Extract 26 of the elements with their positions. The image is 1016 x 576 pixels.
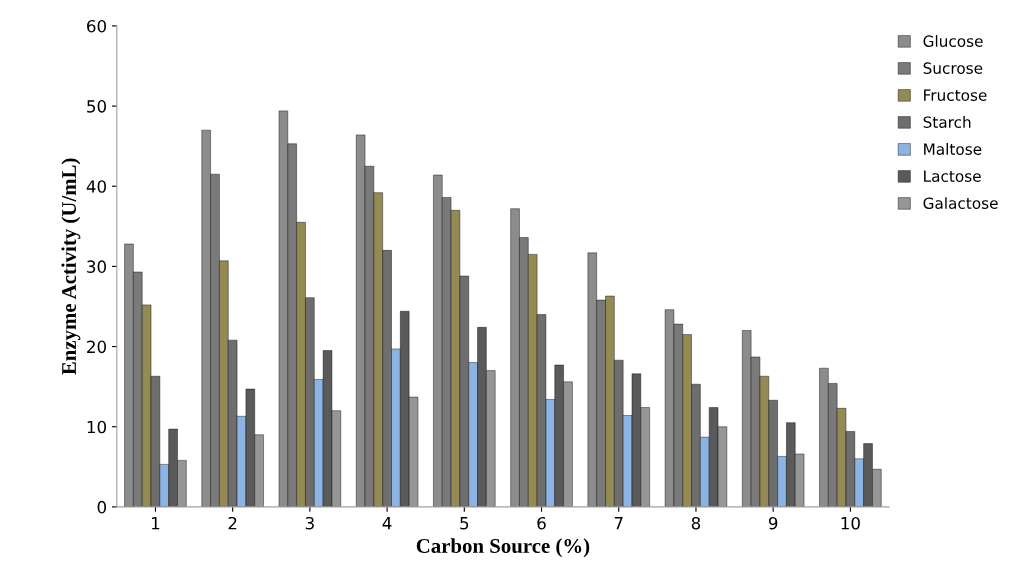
y-tick-label: 10 xyxy=(87,420,107,434)
legend-label: Starch xyxy=(923,116,971,128)
y-tick-label: 60 xyxy=(87,19,107,33)
x-tick-label: 5 xyxy=(460,517,469,530)
x-tick-label: 10 xyxy=(841,516,860,530)
legend-label: Glucose xyxy=(923,35,983,47)
x-axis-title: Carbon Source (%) xyxy=(416,538,590,558)
x-tick-label: 3 xyxy=(305,516,314,530)
x-tick-label: 1 xyxy=(151,517,160,530)
y-tick-label: 0 xyxy=(97,500,107,514)
legend-label: Lactose xyxy=(924,170,981,182)
x-tick-label: 7 xyxy=(614,517,623,530)
y-tick-label: 20 xyxy=(87,340,107,354)
x-tick-label: 9 xyxy=(768,516,778,530)
y-tick-label: 40 xyxy=(86,180,107,193)
legend-label: Sucrose xyxy=(923,62,983,74)
legend-label: Galactose xyxy=(923,197,998,209)
legend-label: Maltose xyxy=(924,143,982,155)
y-axis-title: Enzyme Activity (U/mL) xyxy=(61,158,81,375)
x-tick-label: 4 xyxy=(382,517,392,530)
legend-label: Fructose xyxy=(924,89,987,101)
y-tick-label: 50 xyxy=(87,100,107,113)
x-tick-label: 2 xyxy=(228,516,237,530)
y-tick-label: 30 xyxy=(87,260,107,273)
x-tick-label: 8 xyxy=(691,516,701,530)
x-tick-label: 6 xyxy=(537,516,546,530)
